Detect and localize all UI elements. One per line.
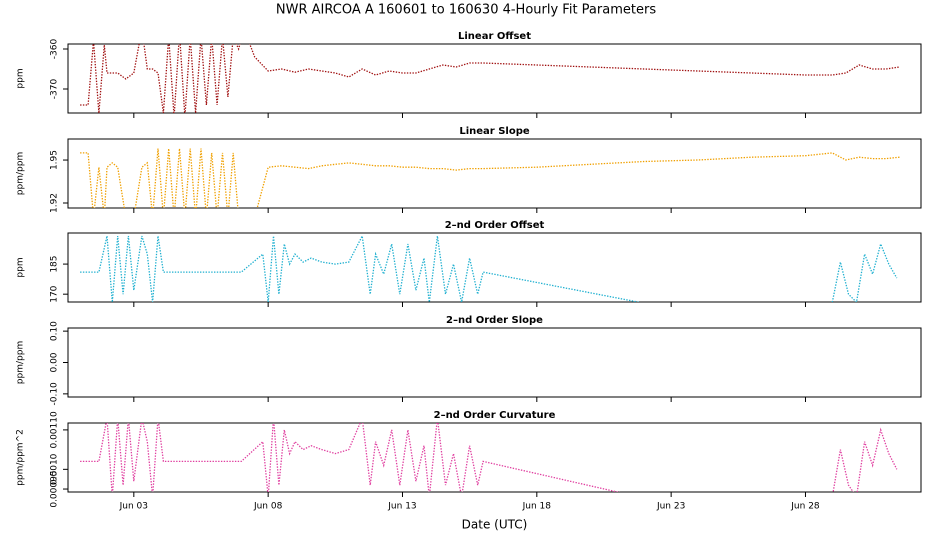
plot-area: [80, 423, 898, 492]
x-tick-label: Jun 08: [253, 502, 283, 512]
plot-area: [80, 233, 898, 302]
y-tick-label: 1.92: [50, 193, 60, 213]
y-axis-label: ppm: [16, 257, 26, 277]
y-tick-label: 0.10: [50, 321, 60, 341]
data-line: [80, 233, 898, 302]
plot-frame: [67, 327, 922, 398]
x-tick-label: Jun 28: [790, 502, 820, 512]
panel-title: Linear Slope: [459, 126, 530, 137]
data-line: [80, 423, 898, 492]
y-tick-label: -360: [50, 39, 60, 60]
x-tick-label: Jun 13: [387, 502, 416, 512]
plot-frame: [67, 43, 922, 114]
x-tick-label: Jun 18: [522, 502, 552, 512]
plot-frame: [67, 138, 922, 209]
y-axis-label: ppm/ppm: [16, 341, 26, 384]
plot-area: [80, 148, 900, 208]
y-tick-label: 0.0010: [50, 453, 60, 485]
y-axis-label: ppm/ppm: [16, 152, 26, 195]
y-tick-label: 170: [50, 285, 60, 302]
y-tick-label: 0.00095: [50, 470, 60, 507]
y-tick-label: -0.10: [50, 382, 60, 406]
x-tick-label: Jun 03: [119, 502, 148, 512]
panel-title: 2–nd Order Slope: [446, 315, 543, 326]
y-tick-label: -370: [50, 79, 60, 100]
panel-title: 2–nd Order Offset: [445, 220, 545, 231]
y-tick-label: 0.00: [50, 352, 60, 372]
y-tick-label: 1.95: [50, 150, 60, 170]
y-axis-label: ppm/ppm^2: [16, 429, 26, 486]
x-axis-label: Date (UTC): [462, 518, 528, 532]
y-tick-label: 0.00110: [50, 411, 60, 448]
page-title: NWR AIRCOA A 160601 to 160630 4-Hourly F…: [276, 3, 656, 18]
panel-title: 2–nd Order Curvature: [434, 410, 556, 421]
plot-frame: [67, 232, 922, 303]
y-tick-label: 185: [50, 255, 60, 272]
panel-title: Linear Offset: [458, 31, 531, 42]
y-axis-label: ppm: [16, 68, 26, 88]
data-line: [80, 148, 900, 208]
plot-area: [80, 44, 900, 113]
x-tick-label: Jun 23: [656, 502, 685, 512]
plot-frame: [67, 422, 922, 493]
data-line: [80, 44, 900, 113]
